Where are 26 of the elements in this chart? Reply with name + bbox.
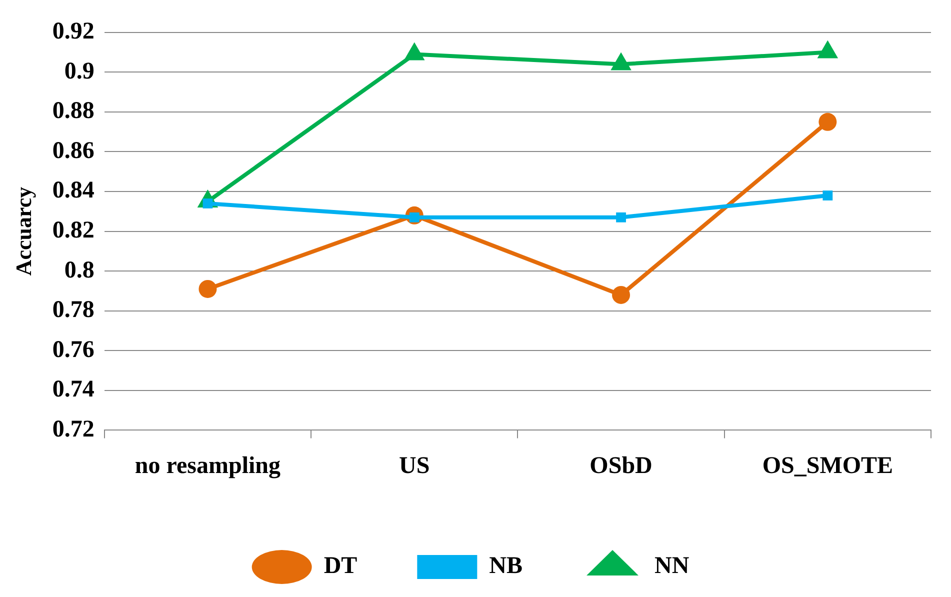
point <box>610 52 632 70</box>
point <box>817 40 838 58</box>
point <box>822 190 833 200</box>
y-tick-label: 0.74 <box>52 376 94 403</box>
legend-label: DT <box>324 553 358 580</box>
legend-label: NN <box>654 553 690 580</box>
y-tick-label: 0.82 <box>52 218 94 244</box>
y-axis-title: Accuarcy <box>10 186 36 276</box>
point <box>612 286 630 304</box>
x-tick-label: OS_SMOTE <box>762 452 894 479</box>
x-tick-label: OSbD <box>590 452 652 479</box>
legend-label: NB <box>489 553 523 580</box>
x-tick-label: no resampling <box>134 452 281 479</box>
point <box>616 212 626 222</box>
y-tick-label: 0.86 <box>52 138 94 164</box>
y-tick-label: 0.8 <box>64 257 94 284</box>
x-tick-label: US <box>399 452 430 479</box>
y-tick-label: 0.78 <box>52 297 94 324</box>
y-tick-label: 0.76 <box>52 336 94 363</box>
y-tick-label: 0.92 <box>52 18 94 45</box>
y-tick-label: 0.84 <box>52 178 94 204</box>
y-tick-label: 0.9 <box>64 58 94 84</box>
y-tick-label: 0.88 <box>52 98 94 124</box>
y-tick-label: 0.72 <box>52 416 94 442</box>
point <box>198 280 217 298</box>
point <box>404 42 425 60</box>
